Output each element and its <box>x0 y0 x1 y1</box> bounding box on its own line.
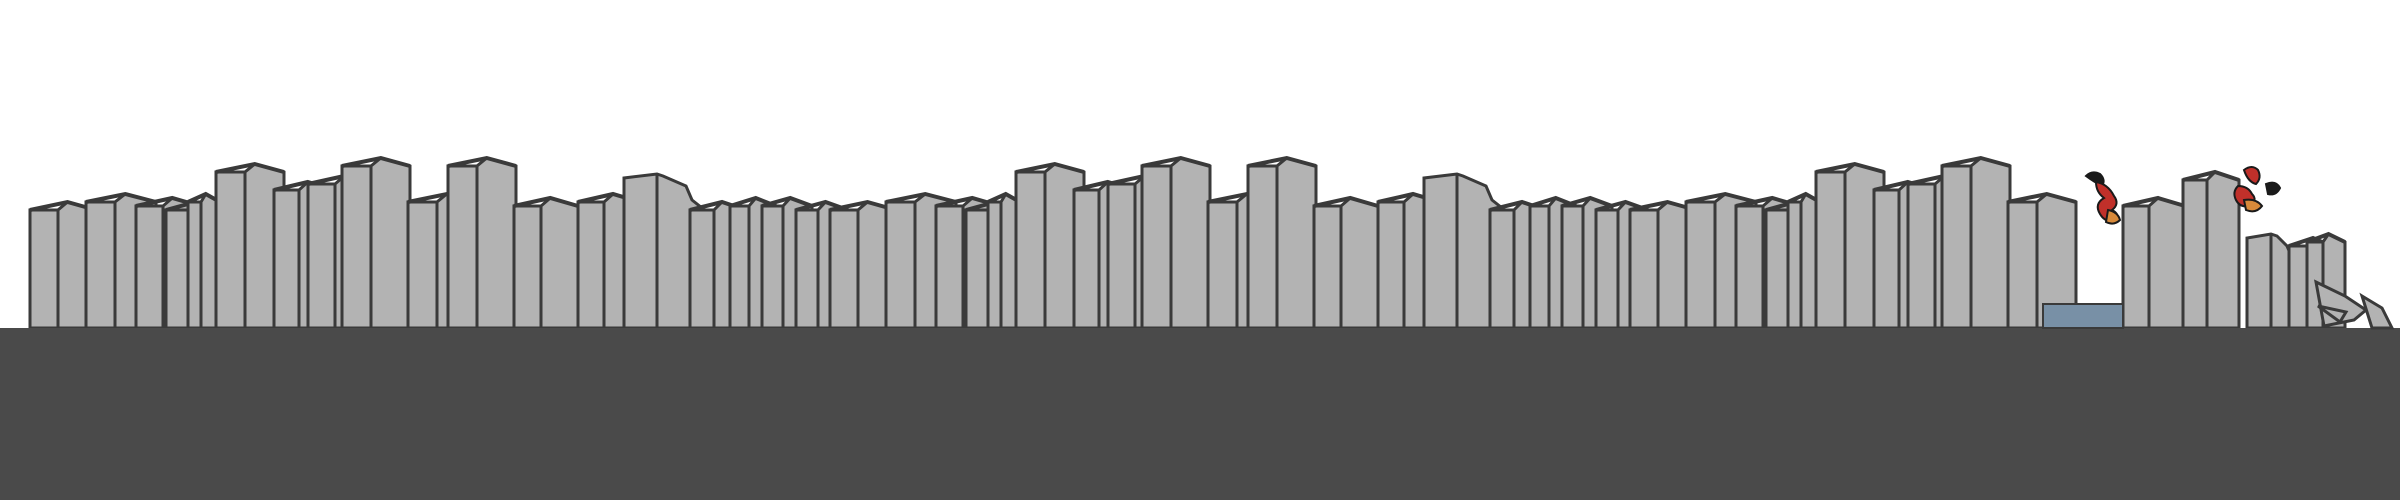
building-front-face <box>134 204 165 330</box>
ground <box>0 328 2400 500</box>
building-side-face <box>1339 196 1380 330</box>
building <box>1940 155 2012 330</box>
building-front-face <box>84 200 117 330</box>
rubble-piece <box>2317 304 2349 325</box>
building-roof <box>1247 155 1317 168</box>
building-roof <box>1685 191 1757 204</box>
building-front-face <box>728 204 751 330</box>
fire-ember <box>2242 198 2264 213</box>
building-front-face <box>1072 188 1101 330</box>
fire-flame <box>2242 166 2261 186</box>
building-roof <box>447 155 517 168</box>
building-front-face <box>1528 204 1551 330</box>
building-front-face <box>512 204 543 330</box>
building-front-face <box>446 164 479 330</box>
building-front-face <box>272 188 301 330</box>
building-front-face <box>1814 170 1847 330</box>
building <box>1140 155 1212 330</box>
building <box>340 155 412 330</box>
building-roof <box>215 161 285 174</box>
building-front-face <box>1206 200 1239 330</box>
building-front-face <box>1140 164 1173 330</box>
fire-hazard-left <box>2084 171 2122 225</box>
building-side-face <box>1969 156 2012 330</box>
building-front-face <box>1906 182 1937 330</box>
building-roof <box>1561 195 1613 208</box>
building-side-face <box>1169 156 1212 330</box>
building-front-face <box>1014 170 1047 330</box>
building-front-face <box>1734 204 1765 330</box>
building-roof <box>2007 191 2077 204</box>
building-front-face <box>214 170 247 330</box>
building-front-face <box>2006 200 2039 330</box>
water-gap <box>2042 303 2124 329</box>
building-front-face <box>1872 188 1901 330</box>
building-roof <box>341 155 411 168</box>
building-front-face <box>884 200 917 330</box>
building-front-face <box>688 208 716 330</box>
building-front-face <box>986 200 1003 330</box>
building-front-face <box>934 204 965 330</box>
building-front-face <box>1684 200 1717 330</box>
building-front-face <box>1764 208 1790 330</box>
building-front-face <box>2181 178 2209 330</box>
building-front-face <box>1560 204 1585 330</box>
collapsed-rubble <box>2313 279 2395 330</box>
building <box>2181 169 2241 330</box>
building-front-face <box>760 204 785 330</box>
building-front-face <box>576 200 606 330</box>
building-roof <box>85 191 157 204</box>
building-front-face <box>1594 208 1620 330</box>
building-front-face <box>1488 208 1516 330</box>
building-roof <box>2306 231 2346 244</box>
building-side-face <box>1275 156 1318 330</box>
building-roof <box>1015 161 1085 174</box>
smoke-plume <box>2264 181 2282 196</box>
building-front-face <box>1786 200 1803 330</box>
building-roof <box>1815 161 1885 174</box>
building-front-face <box>2121 204 2151 330</box>
building-front-face <box>1376 200 1406 330</box>
building-front-face <box>1246 164 1279 330</box>
building-roof <box>513 195 579 208</box>
building-roof <box>1141 155 1211 168</box>
fire-hazard-right <box>2233 166 2282 213</box>
building-front-face <box>964 208 990 330</box>
building-front-face <box>828 208 860 330</box>
building <box>512 195 580 330</box>
building <box>446 155 518 330</box>
building-front-face <box>164 208 190 330</box>
building <box>1246 155 1318 330</box>
building-side-face <box>369 156 412 330</box>
city-block-1 <box>28 155 850 330</box>
building-front-face <box>186 200 203 330</box>
fire-ember <box>2104 208 2122 225</box>
building-front-face <box>340 164 373 330</box>
building-front-face <box>1312 204 1343 330</box>
building-roof <box>2182 169 2240 182</box>
building-front-face <box>406 200 439 330</box>
building-front-face <box>2287 244 2309 330</box>
city-block-3 <box>1628 155 2347 330</box>
building-front-face <box>1940 164 1973 330</box>
building-front-face <box>794 208 820 330</box>
building <box>2121 195 2187 330</box>
building-roof <box>1313 195 1379 208</box>
building-side-face <box>475 156 518 330</box>
building <box>1312 195 1380 330</box>
building-roof <box>761 195 813 208</box>
building-roof <box>885 191 957 204</box>
building-side-face <box>2147 196 2187 330</box>
building-front-face <box>1628 208 1660 330</box>
building-side-face <box>539 196 580 330</box>
building-roof <box>1941 155 2011 168</box>
building-front-face <box>306 182 337 330</box>
building-roof <box>2122 195 2186 208</box>
building-front-face <box>28 208 60 330</box>
rubble-piece <box>2359 292 2395 330</box>
building-front-face <box>1106 182 1137 330</box>
